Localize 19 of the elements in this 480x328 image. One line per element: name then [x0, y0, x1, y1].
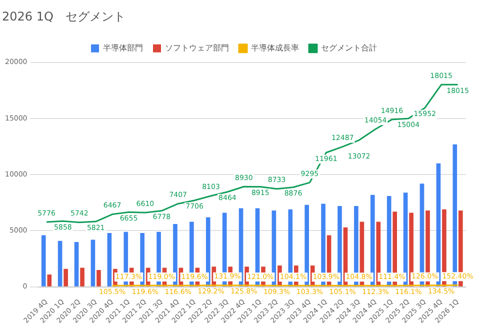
bar — [409, 212, 414, 286]
bar — [96, 270, 101, 286]
bar — [338, 206, 342, 286]
bar — [80, 268, 84, 286]
bar — [370, 194, 375, 286]
bar — [304, 204, 309, 286]
bar — [47, 274, 52, 286]
bar — [206, 217, 210, 286]
bar — [90, 240, 96, 286]
bar — [74, 242, 79, 286]
legend-label: セグメント合計 — [321, 43, 377, 52]
bar — [41, 235, 46, 286]
legend-label: 半導体成長率 — [251, 43, 299, 52]
legend-label: 半導体部門 — [103, 43, 143, 52]
chart-title: 2026 1Q セグメント — [2, 9, 126, 24]
bar — [107, 232, 112, 286]
bar — [58, 240, 62, 286]
legend-label: ソフトウェア部門 — [165, 43, 229, 52]
bar — [64, 268, 68, 286]
